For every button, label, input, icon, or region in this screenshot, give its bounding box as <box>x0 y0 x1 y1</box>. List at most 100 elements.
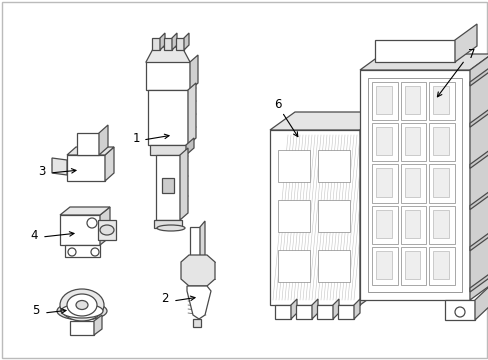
Polygon shape <box>469 231 488 251</box>
Polygon shape <box>469 107 488 127</box>
Bar <box>404 251 420 279</box>
Ellipse shape <box>57 302 107 320</box>
Bar <box>375 210 391 238</box>
Bar <box>404 86 420 114</box>
Bar <box>367 78 461 292</box>
Polygon shape <box>332 299 338 319</box>
Bar <box>428 82 454 120</box>
Text: 7: 7 <box>468 48 475 60</box>
Bar <box>295 305 311 319</box>
Polygon shape <box>353 299 359 319</box>
Bar <box>400 165 426 203</box>
Polygon shape <box>67 147 114 155</box>
Polygon shape <box>183 33 189 50</box>
Bar <box>316 305 332 319</box>
Bar <box>65 245 100 257</box>
Text: 3: 3 <box>38 165 45 177</box>
Bar <box>148 90 187 145</box>
Bar <box>193 319 201 327</box>
Bar <box>428 123 454 161</box>
Polygon shape <box>359 112 384 305</box>
Polygon shape <box>160 33 164 50</box>
Polygon shape <box>469 66 488 86</box>
Bar <box>371 123 397 161</box>
Bar <box>317 200 349 232</box>
Ellipse shape <box>60 289 104 321</box>
Bar <box>371 82 397 120</box>
Bar <box>98 220 116 240</box>
Bar <box>156 155 180 220</box>
Bar <box>67 155 105 181</box>
Bar <box>317 250 349 282</box>
Polygon shape <box>172 33 177 50</box>
Bar <box>375 168 391 197</box>
Bar <box>163 38 172 50</box>
Polygon shape <box>187 83 196 145</box>
Bar <box>278 150 309 182</box>
Bar <box>146 62 190 90</box>
Bar <box>375 127 391 156</box>
Bar <box>154 220 182 228</box>
Polygon shape <box>60 207 110 215</box>
Bar <box>278 200 309 232</box>
Bar <box>444 300 474 320</box>
Polygon shape <box>94 315 102 335</box>
Polygon shape <box>269 112 384 130</box>
Bar <box>432 86 448 114</box>
Bar <box>428 165 454 203</box>
Polygon shape <box>105 147 114 181</box>
Polygon shape <box>99 125 108 155</box>
Bar <box>375 86 391 114</box>
Bar <box>371 206 397 244</box>
Bar <box>374 40 454 62</box>
Bar <box>150 145 185 155</box>
Polygon shape <box>185 138 194 155</box>
Polygon shape <box>52 158 67 175</box>
Polygon shape <box>290 299 296 319</box>
Bar <box>269 130 359 305</box>
Bar <box>400 247 426 285</box>
Bar <box>404 168 420 197</box>
Polygon shape <box>186 286 210 319</box>
Circle shape <box>68 248 76 256</box>
Text: 1: 1 <box>132 131 140 144</box>
Polygon shape <box>469 148 488 168</box>
Polygon shape <box>311 299 317 319</box>
Bar <box>176 38 183 50</box>
Bar <box>190 227 200 262</box>
Polygon shape <box>469 272 488 292</box>
Text: 5: 5 <box>32 305 40 318</box>
Bar <box>371 165 397 203</box>
Bar <box>77 133 99 155</box>
Polygon shape <box>469 54 488 300</box>
Polygon shape <box>474 284 488 320</box>
Bar <box>404 210 420 238</box>
Polygon shape <box>454 24 476 62</box>
Bar <box>70 321 94 335</box>
Polygon shape <box>469 190 488 210</box>
Ellipse shape <box>157 225 184 231</box>
Bar <box>400 82 426 120</box>
Bar <box>432 251 448 279</box>
Bar <box>404 127 420 156</box>
Bar <box>162 178 174 193</box>
Bar <box>278 250 309 282</box>
Bar <box>400 206 426 244</box>
Bar <box>371 247 397 285</box>
Bar <box>432 210 448 238</box>
Circle shape <box>87 218 97 228</box>
Bar <box>317 150 349 182</box>
Circle shape <box>454 307 464 317</box>
Polygon shape <box>190 55 198 90</box>
Polygon shape <box>200 221 204 262</box>
Circle shape <box>91 248 99 256</box>
Ellipse shape <box>76 301 88 310</box>
Text: 6: 6 <box>274 98 281 111</box>
Bar <box>337 305 353 319</box>
Polygon shape <box>181 255 215 286</box>
Bar <box>432 168 448 197</box>
Bar <box>375 251 391 279</box>
Bar <box>359 70 469 300</box>
Text: 2: 2 <box>161 292 168 306</box>
Bar <box>428 247 454 285</box>
